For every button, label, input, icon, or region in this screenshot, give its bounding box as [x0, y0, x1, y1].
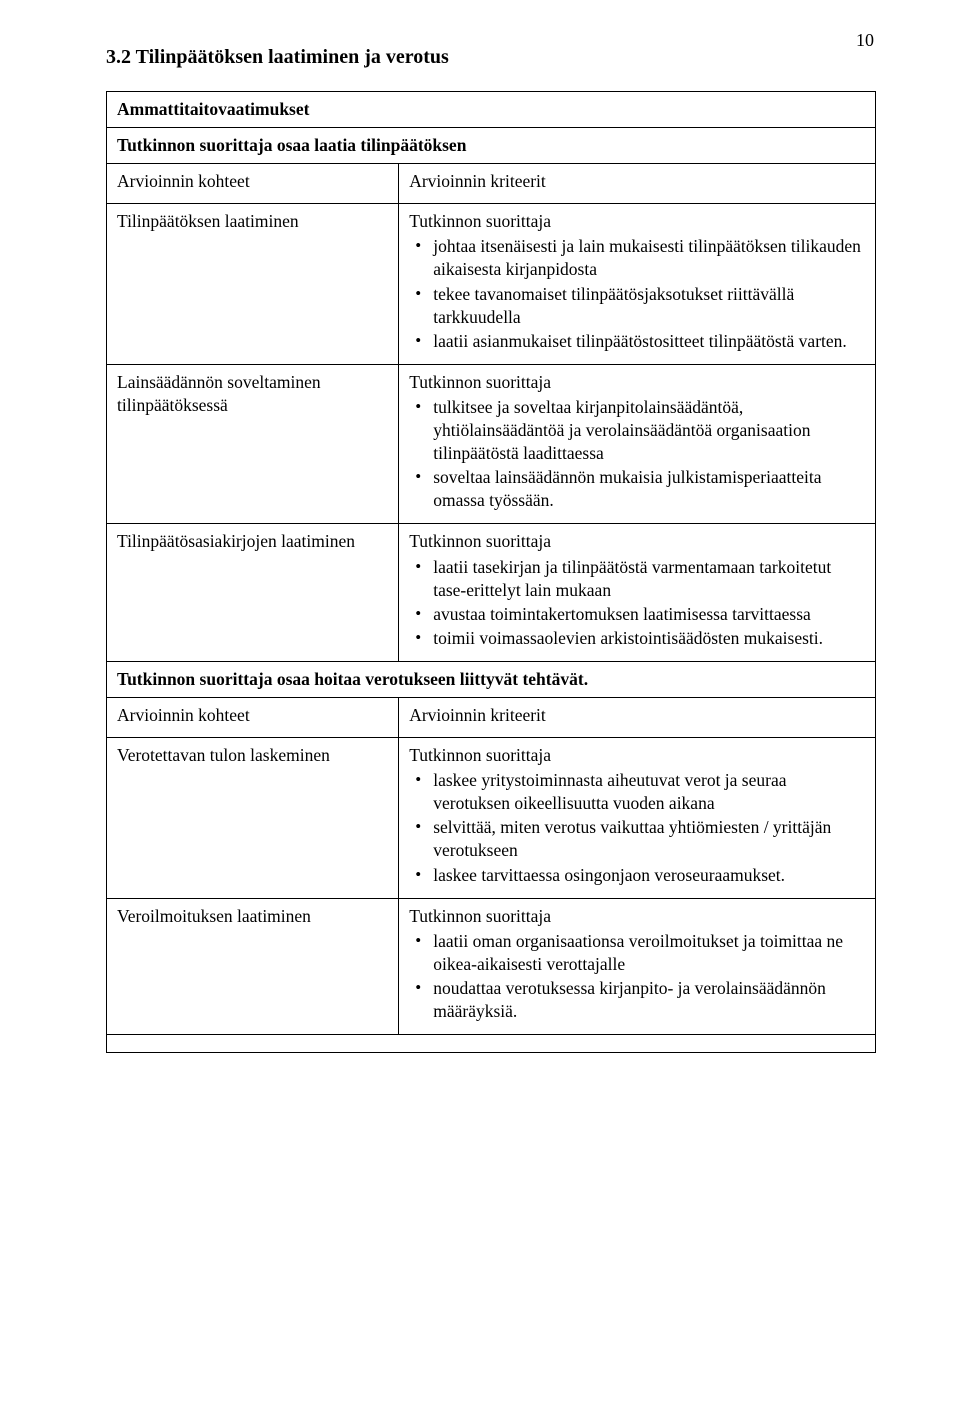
- table-row: Tutkinnon suorittaja osaa hoitaa verotuk…: [107, 661, 876, 697]
- table-row: [107, 1035, 876, 1053]
- table-row: Verotettavan tulon laskeminen Tutkinnon …: [107, 738, 876, 899]
- bullet-list: johtaa itsenäisesti ja lain mukaisesti t…: [409, 235, 865, 352]
- list-item: laskee yritystoiminnasta aiheutuvat vero…: [409, 769, 865, 815]
- criteria-label: Tilinpäätösasiakirjojen laatiminen: [107, 524, 399, 661]
- bullet-list: laskee yritystoiminnasta aiheutuvat vero…: [409, 769, 865, 886]
- col-left-header: Arvioinnin kohteet: [107, 697, 399, 737]
- list-item: laatii asianmukaiset tilinpäätöstosittee…: [409, 330, 865, 353]
- column-header-row: Arvioinnin kohteet Arvioinnin kriteerit: [107, 164, 876, 204]
- list-item: toimii voimassaolevien arkistointisäädös…: [409, 627, 865, 650]
- list-item: johtaa itsenäisesti ja lain mukaisesti t…: [409, 235, 865, 281]
- lead-text: Tutkinnon suorittaja: [409, 531, 551, 551]
- table-row: Veroilmoituksen laatiminen Tutkinnon suo…: [107, 898, 876, 1034]
- table-row: Lainsäädännön soveltaminen tilinpäätökse…: [107, 364, 876, 524]
- criteria-label: Lainsäädännön soveltaminen tilinpäätökse…: [107, 364, 399, 524]
- table-row: Tutkinnon suorittaja osaa laatia tilinpä…: [107, 128, 876, 164]
- criteria-content: Tutkinnon suorittaja tulkitsee ja sovelt…: [399, 364, 876, 524]
- bullet-list: laatii tasekirjan ja tilinpäätöstä varme…: [409, 556, 865, 650]
- empty-cell: [107, 1035, 876, 1053]
- subheading-cell: Tutkinnon suorittaja osaa laatia tilinpä…: [107, 128, 876, 164]
- list-item: selvittää, miten verotus vaikuttaa yhtiö…: [409, 816, 865, 862]
- col-right-header: Arvioinnin kriteerit: [399, 164, 876, 204]
- list-item: laatii oman organisaationsa veroilmoituk…: [409, 930, 865, 976]
- bullet-list: laatii oman organisaationsa veroilmoituk…: [409, 930, 865, 1023]
- table-row: Tilinpäätöksen laatiminen Tutkinnon suor…: [107, 204, 876, 365]
- list-item: soveltaa lainsäädännön mukaisia julkista…: [409, 466, 865, 512]
- criteria-label: Veroilmoituksen laatiminen: [107, 898, 399, 1034]
- list-item: tekee tavanomaiset tilinpäätösjaksotukse…: [409, 283, 865, 329]
- criteria-label: Verotettavan tulon laskeminen: [107, 738, 399, 899]
- lead-text: Tutkinnon suorittaja: [409, 211, 551, 231]
- criteria-content: Tutkinnon suorittaja laatii oman organis…: [399, 898, 876, 1034]
- lead-text: Tutkinnon suorittaja: [409, 372, 551, 392]
- list-item: laatii tasekirjan ja tilinpäätöstä varme…: [409, 556, 865, 602]
- column-header-row: Arvioinnin kohteet Arvioinnin kriteerit: [107, 697, 876, 737]
- list-item: avustaa toimintakertomuksen laatimisessa…: [409, 603, 865, 626]
- lead-text: Tutkinnon suorittaja: [409, 745, 551, 765]
- section-title: 3.2 Tilinpäätöksen laatiminen ja verotus: [106, 46, 876, 69]
- table-header-cell: Ammattitaitovaatimukset: [107, 92, 876, 128]
- col-right-header: Arvioinnin kriteerit: [399, 697, 876, 737]
- bullet-list: tulkitsee ja soveltaa kirjanpitolainsääd…: [409, 396, 865, 512]
- list-item: noudattaa verotuksessa kirjanpito- ja ve…: [409, 977, 865, 1023]
- page-number: 10: [856, 30, 874, 51]
- table-row: Tilinpäätösasiakirjojen laatiminen Tutki…: [107, 524, 876, 661]
- list-item: laskee tarvittaessa osingonjaon veroseur…: [409, 864, 865, 887]
- list-item: tulkitsee ja soveltaa kirjanpitolainsääd…: [409, 396, 865, 465]
- document-page: 10 3.2 Tilinpäätöksen laatiminen ja vero…: [0, 0, 960, 1421]
- subheading-cell: Tutkinnon suorittaja osaa hoitaa verotuk…: [107, 661, 876, 697]
- criteria-label: Tilinpäätöksen laatiminen: [107, 204, 399, 365]
- requirements-table: Ammattitaitovaatimukset Tutkinnon suorit…: [106, 91, 876, 1053]
- table-header-row: Ammattitaitovaatimukset: [107, 92, 876, 128]
- col-left-header: Arvioinnin kohteet: [107, 164, 399, 204]
- lead-text: Tutkinnon suorittaja: [409, 906, 551, 926]
- criteria-content: Tutkinnon suorittaja laskee yritystoimin…: [399, 738, 876, 899]
- criteria-content: Tutkinnon suorittaja johtaa itsenäisesti…: [399, 204, 876, 365]
- criteria-content: Tutkinnon suorittaja laatii tasekirjan j…: [399, 524, 876, 661]
